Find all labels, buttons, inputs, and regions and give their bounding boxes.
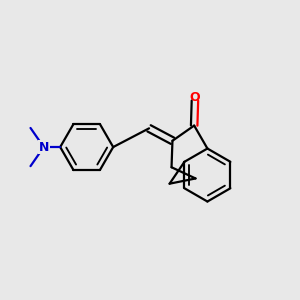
Text: O: O bbox=[190, 91, 200, 103]
Text: N: N bbox=[39, 141, 49, 154]
